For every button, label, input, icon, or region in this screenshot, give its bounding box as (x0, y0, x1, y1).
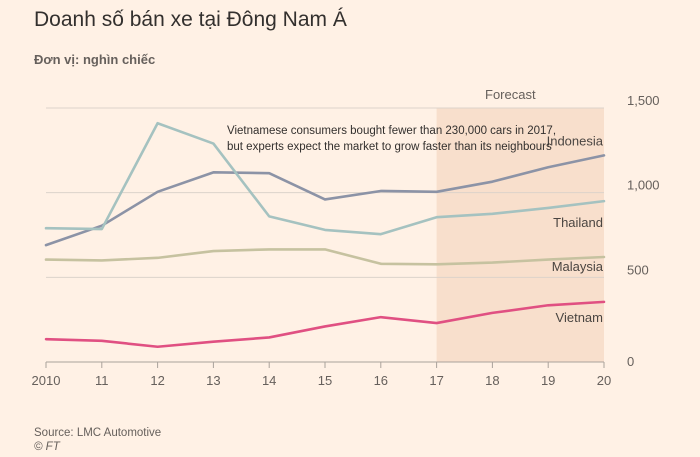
x-tick-label: 14 (262, 373, 276, 388)
x-tick-label: 17 (429, 373, 443, 388)
forecast-label: Forecast (485, 87, 536, 102)
x-tick-label: 12 (150, 373, 164, 388)
chart-footer: Source: LMC Automotive © FT (34, 426, 161, 454)
chart-subtitle: Đơn vị: nghìn chiếc (34, 52, 156, 67)
x-tick-label: 2010 (32, 373, 61, 388)
copyright-note: © FT (34, 441, 60, 453)
y-tick-label: 500 (627, 262, 649, 277)
series-label-indonesia: Indonesia (547, 133, 604, 148)
series-line-malaysia (44, 248, 606, 266)
y-tick-label: 0 (627, 354, 634, 369)
chart-title: Doanh số bán xe tại Đông Nam Á (34, 8, 347, 31)
series-line-vietnam (44, 300, 606, 349)
series-label-thailand: Thailand (553, 215, 603, 230)
x-tick-label: 11 (95, 373, 109, 388)
x-tick-label: 16 (374, 373, 388, 388)
annotation-text: Vietnamese consumers bought fewer than 2… (227, 125, 556, 137)
forecast-band (436, 108, 604, 362)
series-label-vietnam: Vietnam (556, 310, 603, 325)
line-chart: Forecast 0 500 1,000 1,500 2010 11 12 13 14 15 16 17… (32, 87, 660, 388)
x-tick-label: 15 (318, 373, 332, 388)
x-tick-label: 20 (597, 373, 611, 388)
source-note: Source: LMC Automotive (34, 427, 162, 439)
annotation-text: but experts expect the market to grow fa… (227, 141, 552, 153)
x-tick-label: 13 (206, 373, 220, 388)
x-tick-label: 19 (541, 373, 555, 388)
y-tick-label: 1,500 (627, 93, 660, 108)
y-tick-label: 1,000 (627, 178, 660, 193)
x-tick-label: 18 (485, 373, 499, 388)
series-label-malaysia: Malaysia (552, 259, 604, 274)
series-line-thailand (44, 121, 606, 236)
series-line-indonesia (44, 154, 606, 247)
